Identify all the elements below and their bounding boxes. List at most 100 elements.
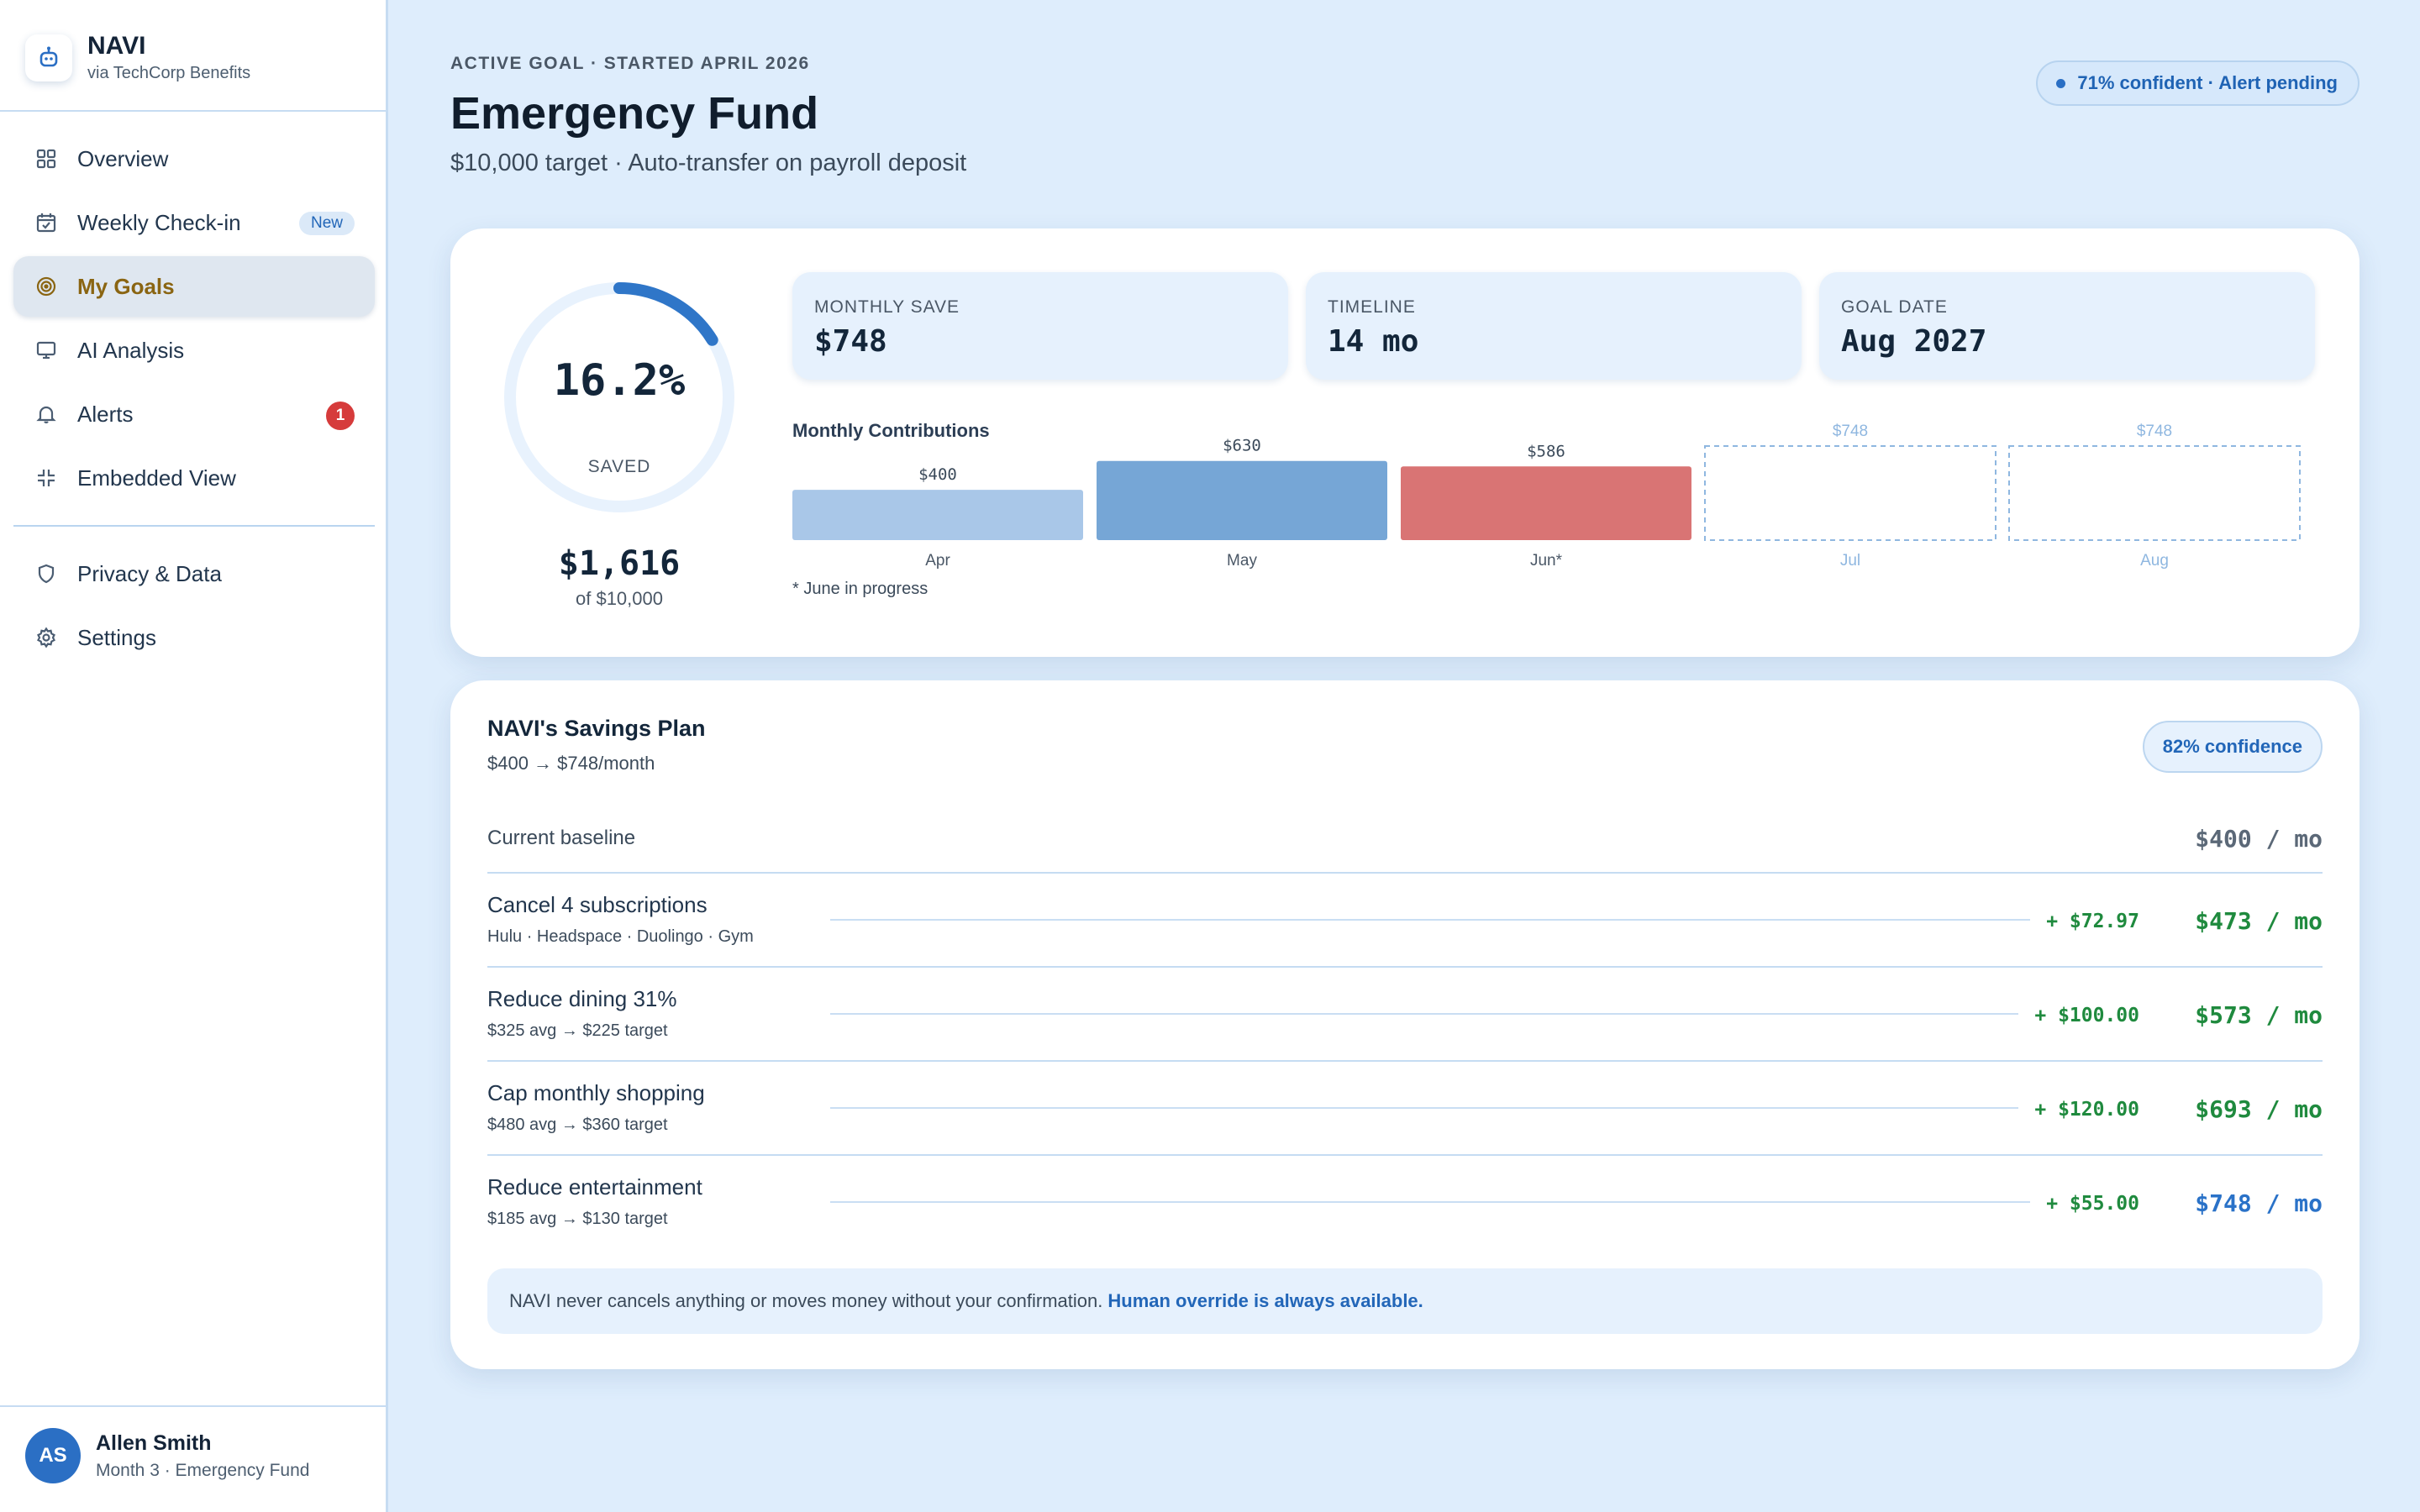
bar-jul	[1704, 445, 1996, 542]
plan-row[interactable]: Cancel 4 subscriptions Hulu · Headspace …	[487, 874, 2323, 968]
row-delta: + $72.97	[2046, 911, 2139, 932]
bar-aug	[2008, 445, 2301, 542]
nav-item-embedded-view[interactable]: Embedded View	[13, 448, 375, 508]
stat-value: Aug 2027	[1841, 324, 1987, 359]
note-text: NAVI never cancels anything or moves mon…	[509, 1290, 1103, 1311]
row-divider	[487, 872, 2323, 874]
plan-row[interactable]: Reduce dining 31% $325 avg → $225 target…	[487, 968, 2323, 1062]
nav-label: Alerts	[77, 401, 134, 427]
goal-eyebrow: ACTIVE GOAL · STARTED APRIL 2026	[450, 54, 810, 73]
stat-label: GOAL DATE	[1841, 297, 1948, 317]
row-detail: $185 avg → $130 target	[487, 1210, 668, 1228]
x-tick-label: May	[1227, 552, 1257, 570]
stat-label: MONTHLY SAVE	[814, 297, 960, 317]
row-total: $473 / mo	[2195, 907, 2323, 935]
savings-plan-card: NAVI's Savings Plan $400 → $748/month 82…	[450, 680, 2360, 1369]
row-title: Current baseline	[487, 827, 636, 849]
row-title: Cancel 4 subscriptions	[487, 892, 708, 917]
nav-label: My Goals	[77, 273, 175, 299]
plan-row-baseline: Current baseline $400 / mo	[487, 806, 2323, 874]
user-profile[interactable]: AS Allen Smith Month 3 · Emergency Fund	[25, 1428, 309, 1483]
bar-value-label: $586	[1527, 442, 1565, 460]
nav-label: AI Analysis	[77, 337, 185, 363]
nav-item-privacy-data[interactable]: Privacy & Data	[13, 543, 375, 604]
nav-item-alerts[interactable]: Alerts 1	[13, 384, 375, 444]
bar-value-label: $400	[918, 465, 957, 484]
row-track	[830, 919, 2030, 921]
nav-item-my-goals[interactable]: My Goals	[13, 256, 375, 317]
status-text: 71% confident · Alert pending	[2077, 72, 2338, 93]
brand[interactable]: NAVI via TechCorp Benefits	[25, 32, 250, 83]
stat-label: TIMELINE	[1328, 297, 1416, 317]
user-name: Allen Smith	[96, 1431, 212, 1455]
row-total-final: $748 / mo	[2195, 1189, 2323, 1217]
page-subtitle: $10,000 target · Auto-transfer on payrol…	[450, 150, 967, 176]
compress-icon	[34, 465, 59, 491]
human-override-link[interactable]: Human override is always available.	[1107, 1290, 1423, 1311]
row-total: $693 / mo	[2195, 1095, 2323, 1123]
stat-timeline: TIMELINE 14 mo	[1306, 272, 1802, 380]
sidebar-divider	[0, 110, 388, 112]
progress-ring: 16.2% SAVED	[497, 276, 741, 519]
page-title: Emergency Fund	[450, 88, 819, 139]
row-detail: $325 avg → $225 target	[487, 1021, 668, 1040]
stat-goal-date: GOAL DATE Aug 2027	[1819, 272, 2315, 380]
plan-confidence-badge: 82% confidence	[2142, 721, 2323, 773]
row-divider	[487, 1154, 2323, 1156]
row-track	[830, 1013, 2018, 1015]
chart-title: Monthly Contributions	[792, 420, 990, 441]
new-badge: New	[298, 212, 355, 235]
row-detail: $480 avg → $360 target	[487, 1116, 668, 1134]
robot-logo-icon	[25, 34, 72, 81]
avatar: AS	[25, 1428, 81, 1483]
bar-value-label: $748	[2137, 423, 2172, 440]
row-total: $573 / mo	[2195, 1001, 2323, 1029]
nav-label: Overview	[77, 145, 169, 171]
nav-item-weekly-check-in[interactable]: Weekly Check-in New	[13, 192, 375, 253]
user-subtitle: Month 3 · Emergency Fund	[96, 1460, 310, 1480]
row-divider	[487, 1060, 2323, 1062]
monitor-icon	[34, 338, 59, 363]
row-total: $400 / mo	[2195, 825, 2323, 853]
saved-label: SAVED	[587, 457, 651, 476]
bar-jun	[1401, 466, 1691, 540]
chart-note: * June in progress	[792, 580, 929, 598]
saved-percent: 16.2%	[553, 355, 686, 406]
row-title: Cap monthly shopping	[487, 1080, 705, 1105]
nav-item-overview[interactable]: Overview	[13, 129, 375, 189]
stat-monthly-save: MONTHLY SAVE $748	[792, 272, 1288, 380]
x-tick-label: Jun*	[1530, 552, 1563, 570]
row-track	[830, 1201, 2030, 1203]
bar-value-label: $630	[1223, 437, 1261, 455]
brand-name: NAVI	[87, 32, 146, 60]
plan-title: NAVI's Savings Plan	[487, 716, 706, 741]
nav-label: Settings	[77, 624, 156, 650]
grid-icon	[34, 146, 59, 171]
confirmation-note: NAVI never cancels anything or moves mon…	[487, 1268, 2323, 1334]
x-tick-label: Aug	[2140, 552, 2169, 570]
stat-value: 14 mo	[1328, 324, 1419, 359]
row-delta: + $55.00	[2046, 1193, 2139, 1215]
gear-icon	[34, 625, 59, 650]
row-divider	[487, 966, 2323, 968]
plan-row[interactable]: Reduce entertainment $185 avg → $130 tar…	[487, 1156, 2323, 1248]
x-tick-label: Apr	[925, 552, 950, 570]
target-icon	[34, 274, 59, 299]
confidence-status-pill[interactable]: 71% confident · Alert pending	[2036, 60, 2360, 106]
monthly-contributions-chart: $400 Apr $630 May $586 Jun* $748 Jul $748 Aug	[792, 423, 2301, 570]
plan-subtitle: $400 → $748/month	[487, 753, 655, 774]
bar-apr	[792, 490, 1083, 540]
calendar-icon	[34, 210, 59, 235]
nav-item-settings[interactable]: Settings	[13, 607, 375, 668]
nav-separator	[13, 525, 375, 527]
row-track	[830, 1107, 2018, 1109]
bar-value-label: $748	[1833, 423, 1868, 440]
progress-ring-fill	[504, 282, 734, 512]
row-delta: + $120.00	[2034, 1099, 2139, 1121]
row-delta: + $100.00	[2034, 1005, 2139, 1026]
bar-may	[1097, 460, 1387, 540]
plan-row[interactable]: Cap monthly shopping $480 avg → $360 tar…	[487, 1062, 2323, 1156]
bell-icon	[34, 402, 59, 427]
nav-label: Embedded View	[77, 465, 236, 491]
nav-item-ai-analysis[interactable]: AI Analysis	[13, 320, 375, 381]
